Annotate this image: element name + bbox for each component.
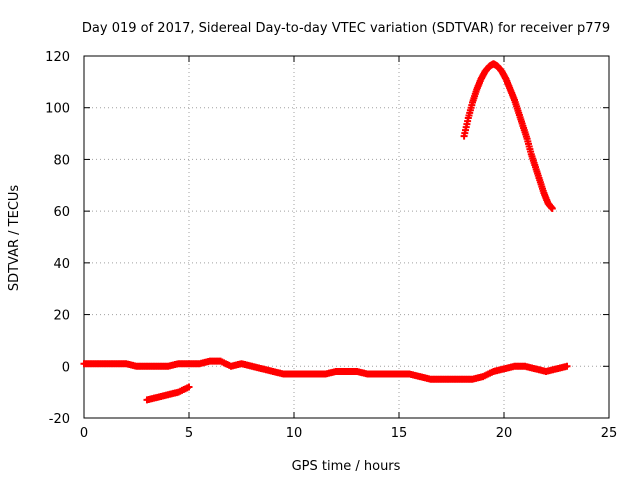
series-peak-arc: [460, 60, 556, 213]
y-tick-label: 80: [53, 153, 70, 168]
x-axis-label: GPS time / hours: [292, 459, 401, 474]
x-tick-label: 20: [496, 426, 513, 441]
x-tick-label: 25: [601, 426, 618, 441]
data-point: [185, 383, 193, 391]
x-tick-label: 15: [391, 426, 408, 441]
chart-title: Day 019 of 2017, Sidereal Day-to-day VTE…: [82, 21, 610, 36]
y-tick-label: -20: [49, 412, 70, 427]
grid: [84, 56, 609, 418]
data-points: [80, 60, 571, 404]
plot-frame: [83, 55, 610, 419]
data-point: [548, 205, 556, 213]
series-short-arc: [143, 383, 193, 404]
y-tick-label: 40: [53, 257, 70, 272]
axis-ticks: 0 5 10 15 20 25 -20 0 20 40 60 80 100 120: [45, 50, 617, 441]
series-main-track: [80, 357, 571, 383]
x-tick-label: 0: [80, 426, 88, 441]
y-axis-label: SDTVAR / TECUs: [7, 185, 22, 292]
data-point: [563, 362, 571, 370]
x-tick-label: 5: [185, 426, 193, 441]
y-tick-label: 60: [53, 205, 70, 220]
y-tick-label: 0: [62, 360, 70, 375]
y-tick-label: 120: [45, 50, 70, 65]
y-tick-label: 20: [53, 309, 70, 324]
y-tick-label: 100: [45, 102, 70, 117]
x-tick-label: 10: [286, 426, 303, 441]
